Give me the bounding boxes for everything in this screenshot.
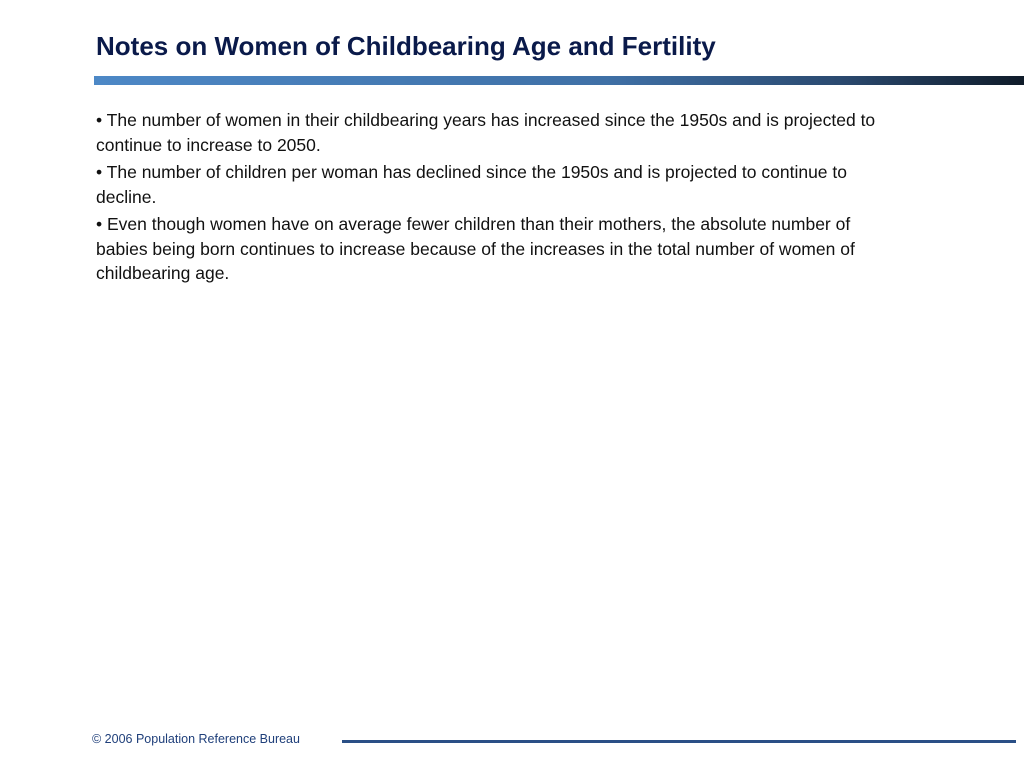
slide-title: Notes on Women of Childbearing Age and F…: [96, 31, 716, 61]
bullet-item: • The number of children per woman has d…: [96, 162, 847, 207]
bullet-list: • The number of women in their childbear…: [96, 108, 896, 289]
footer-divider: [342, 740, 1016, 743]
bullet-item: • Even though women have on average fewe…: [96, 214, 855, 283]
title-divider: [94, 76, 1024, 85]
footer-copyright: © 2006 Population Reference Bureau: [92, 732, 300, 746]
bullet-item: • The number of women in their childbear…: [96, 110, 876, 155]
